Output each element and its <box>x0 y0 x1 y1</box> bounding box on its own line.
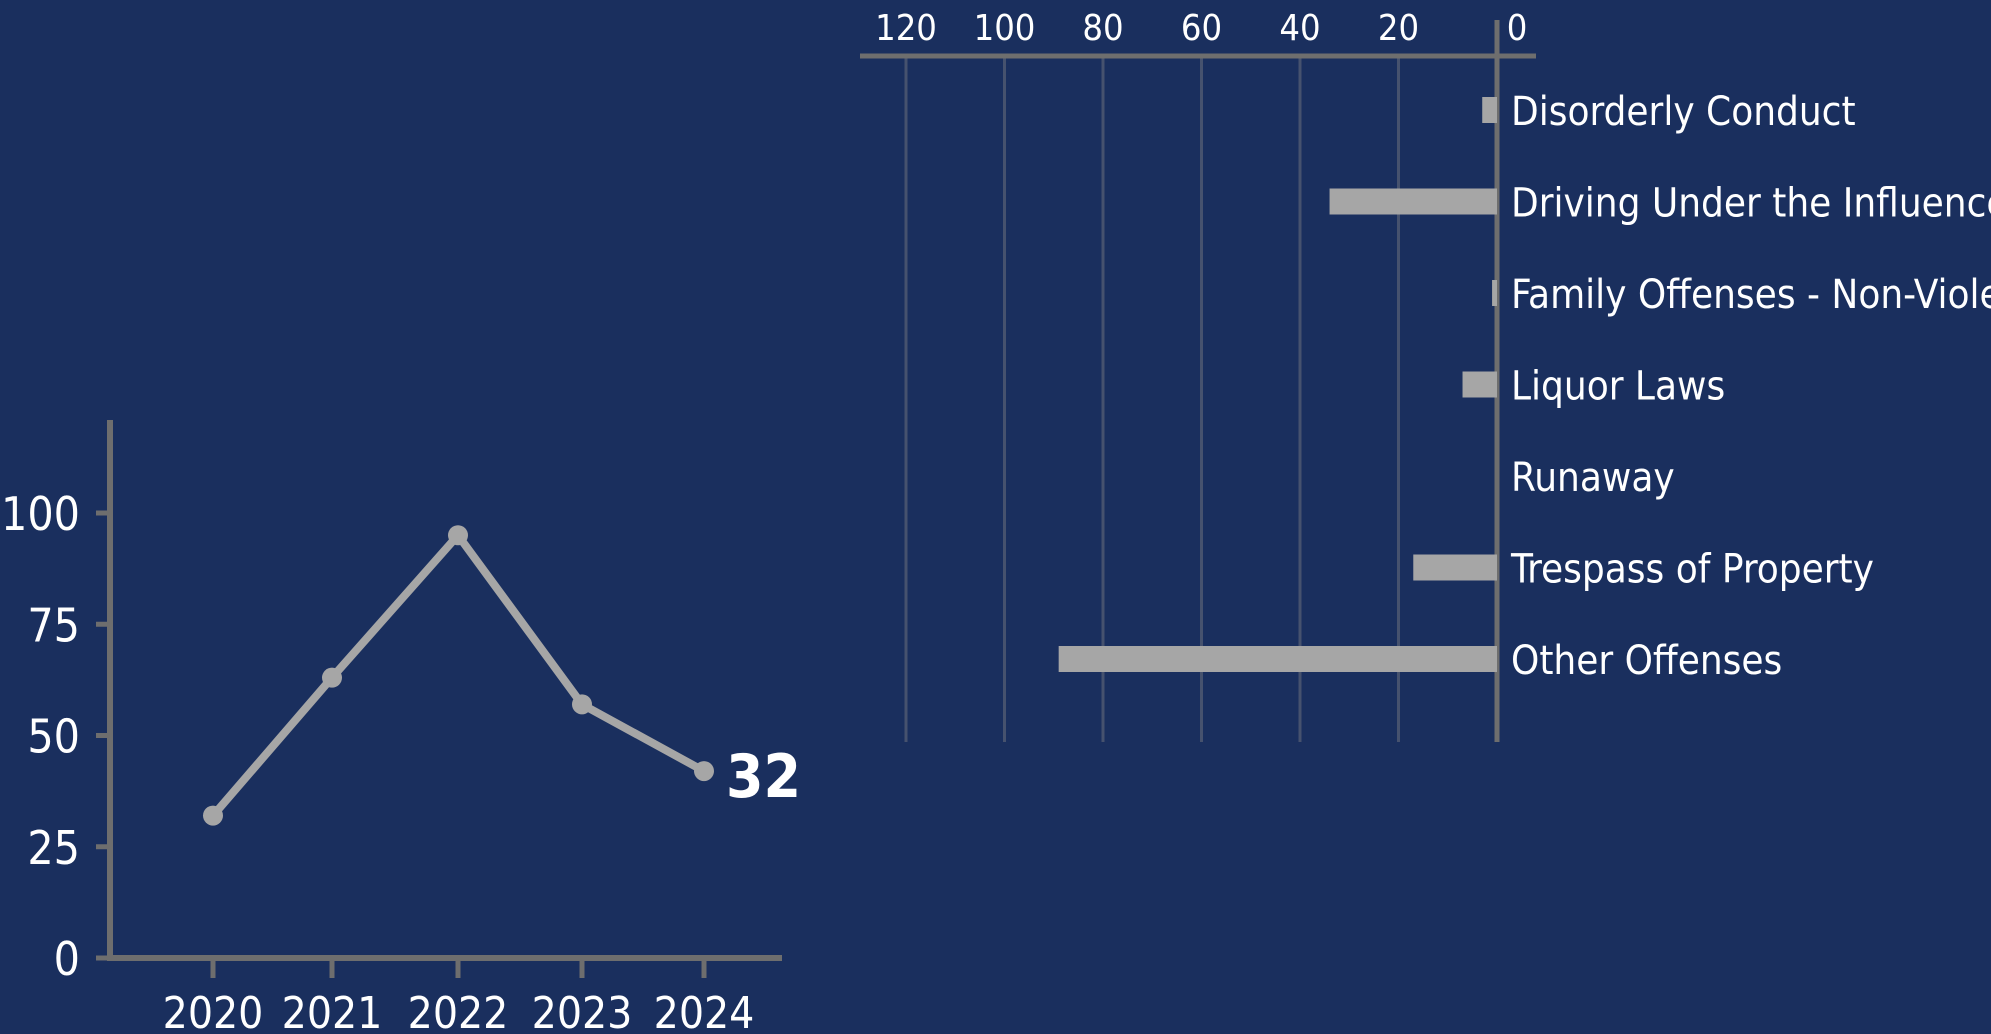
bar-chart-x-tick-label: 20 <box>1378 8 1419 49</box>
bar-chart-category-label: Disorderly Conduct <box>1511 89 1856 135</box>
line-chart-point <box>448 525 468 546</box>
line-chart-y-tick-label: 75 <box>27 598 80 652</box>
line-chart-end-label: 32 <box>726 742 801 812</box>
bar-chart-bar <box>1462 371 1497 398</box>
bar-chart-bar <box>1413 554 1497 581</box>
line-chart-y-tick-label: 100 <box>1 487 80 541</box>
line-chart-y-tick-label: 25 <box>27 821 80 875</box>
line-chart-y-tick-label: 0 <box>54 932 80 986</box>
bar-chart-category-label: Runaway <box>1511 455 1675 501</box>
bar-chart-category-label: Other Offenses <box>1511 638 1782 684</box>
bar-chart-bar <box>1329 188 1497 215</box>
line-chart-point <box>322 667 342 688</box>
line-chart-x-tick-label: 2021 <box>282 988 383 1034</box>
line-chart: 0 25 50 75 100 2020 2021 2022 2023 2024 32 <box>1 420 801 1034</box>
bar-chart-x-tick-label: 60 <box>1181 8 1222 49</box>
line-chart-x-tick-label: 2020 <box>163 988 264 1034</box>
bar-chart-x-tick-label: 80 <box>1082 8 1123 49</box>
bar-chart-category-label: Family Offenses - Non-Violent <box>1511 272 1991 318</box>
bar-chart-x-tick-label: 0 <box>1507 8 1528 49</box>
line-chart-x-tick-label: 2024 <box>654 988 755 1034</box>
bar-chart-x-tick-label: 120 <box>875 8 937 49</box>
bar-chart-category-label: Driving Under the Influence <box>1511 181 1991 227</box>
bar-chart-bar <box>1058 646 1497 672</box>
line-chart-point <box>694 761 714 782</box>
bar-chart-bar <box>1482 97 1497 123</box>
bar-chart-x-tick-label: 40 <box>1279 8 1320 49</box>
bar-chart-category-label: Liquor Laws <box>1511 364 1725 410</box>
line-chart-x-tick-label: 2023 <box>532 988 633 1034</box>
bar-chart-bar <box>1492 280 1497 306</box>
bar-chart: 120 100 80 60 40 20 0 Disorderly Conduct Driving… <box>860 8 1991 742</box>
line-chart-point <box>572 694 592 715</box>
bar-chart-category-label: Trespass of Property <box>1510 547 1874 593</box>
line-chart-y-tick-label: 50 <box>27 710 80 764</box>
bar-chart-x-tick-label: 100 <box>974 8 1036 49</box>
line-chart-x-tick-label: 2022 <box>408 988 509 1034</box>
line-chart-point <box>203 805 223 826</box>
line-chart-series-line <box>209 531 708 820</box>
